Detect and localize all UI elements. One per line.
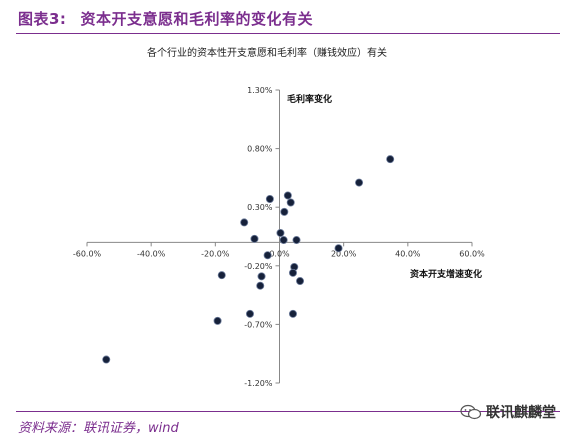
- data-point: [217, 271, 226, 280]
- data-point: [213, 316, 222, 325]
- chart-ticks: -60.0% -40.0% -20.0% 0.0% 20.0% 40.0% 60.0% 1.3…: [73, 86, 485, 388]
- x-tick-label: 0.0%: [269, 249, 290, 258]
- x-tick-label: 20.0%: [331, 249, 357, 258]
- watermark-text: 联讯麒麟堂: [486, 405, 556, 421]
- chart-points: [102, 155, 395, 364]
- data-point: [296, 277, 305, 286]
- data-point: [288, 309, 297, 318]
- data-point: [355, 178, 364, 187]
- figure-title-text: 资本开支意愿和毛利率的变化有关: [80, 10, 313, 28]
- y-tick-label: -0.20%: [244, 262, 273, 271]
- x-axis-title: 资本开支增速变化: [410, 268, 482, 280]
- data-point: [263, 251, 272, 260]
- data-point: [250, 234, 259, 243]
- data-point: [245, 309, 254, 318]
- data-point: [386, 155, 395, 164]
- source-note: 资料来源：联讯证券，wind: [18, 421, 179, 436]
- data-point: [256, 281, 265, 290]
- x-tick-label: -40.0%: [137, 249, 166, 258]
- data-point: [334, 244, 343, 253]
- y-tick-label: 1.30%: [247, 86, 273, 95]
- figure-title: 图表3: 资本开支意愿和毛利率的变化有关: [18, 8, 313, 29]
- y-tick-label: 0.80%: [247, 145, 273, 154]
- data-point: [288, 268, 297, 277]
- data-point: [265, 194, 274, 203]
- data-point: [280, 207, 289, 216]
- x-tick-label: 40.0%: [395, 249, 421, 258]
- data-point: [283, 191, 292, 200]
- data-point: [292, 236, 301, 245]
- wechat-icon: [460, 404, 482, 420]
- data-point: [102, 355, 111, 364]
- y-tick-label: 0.30%: [247, 203, 273, 212]
- data-point: [240, 218, 249, 227]
- data-point: [257, 272, 266, 281]
- figure-label: 图表3:: [18, 10, 67, 28]
- title-divider: [16, 33, 560, 34]
- data-point: [286, 198, 295, 207]
- footer-divider: [16, 411, 560, 412]
- watermark: 联讯麒麟堂: [460, 402, 556, 422]
- y-tick-label: -1.20%: [244, 379, 273, 388]
- x-tick-label: -60.0%: [73, 249, 102, 258]
- x-tick-label: 60.0%: [459, 249, 485, 258]
- data-point: [279, 236, 288, 245]
- x-tick-label: -20.0%: [201, 249, 230, 258]
- data-point: [276, 228, 285, 237]
- y-tick-label: -0.70%: [244, 320, 273, 329]
- chart-title: 各个行业的资本性开支意愿和毛利率（赚钱效应）有关: [147, 46, 387, 59]
- y-axis-title: 毛利率变化: [287, 93, 332, 105]
